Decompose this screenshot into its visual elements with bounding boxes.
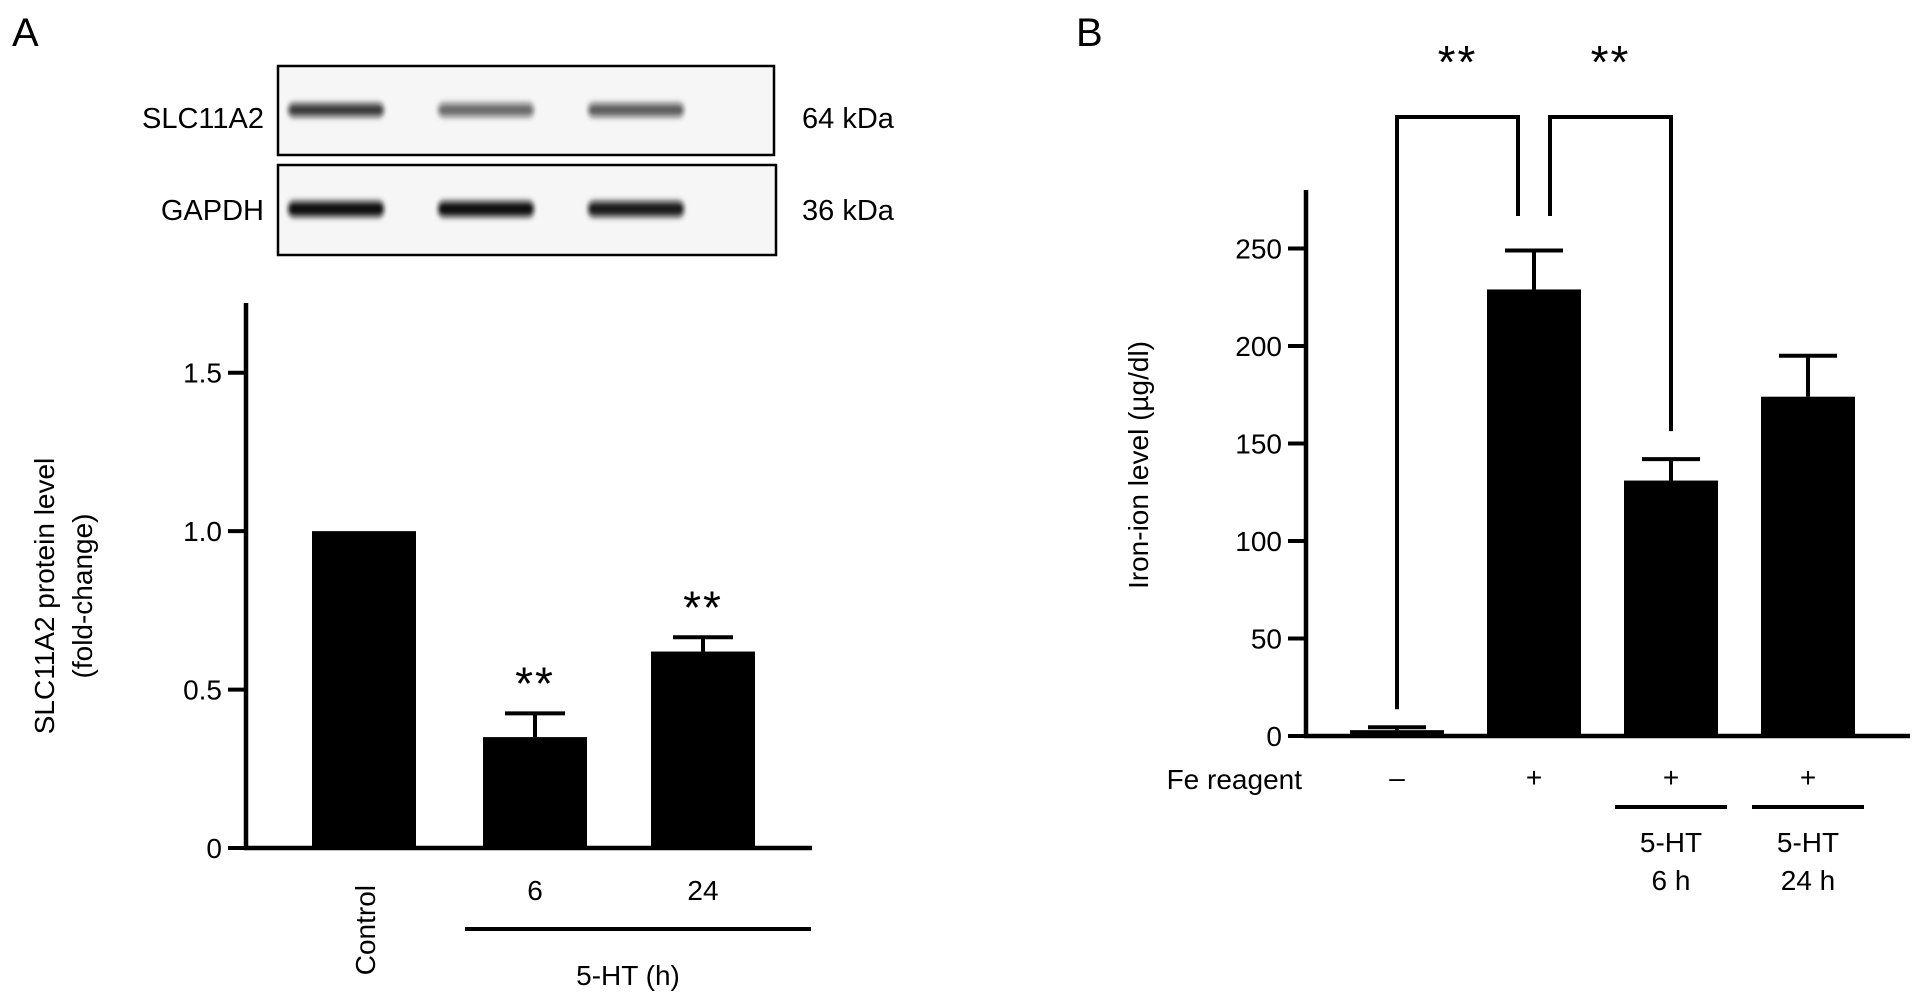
group-label: 5-HT (h) (576, 960, 680, 991)
y-tick-label: 0 (206, 833, 222, 864)
error-bars (505, 635, 733, 738)
bars (1350, 289, 1855, 736)
error-bars (1368, 248, 1837, 731)
fe-reagent-marker: + (1526, 762, 1542, 793)
y-tick-label: 100 (1235, 526, 1282, 557)
treatment-label: 6 h (1652, 865, 1691, 896)
significance-marker: ** (1438, 36, 1478, 88)
blot-band (438, 103, 534, 117)
western-blot: SLC11A2 64 kDa GAPDH 36 kDa (142, 64, 895, 257)
panel-a: A SLC11A2 64 kDa GAPDH 36 kDa 0 0.5 1.0 1.5… (12, 11, 895, 991)
blot-band (588, 103, 684, 117)
bar (651, 651, 755, 848)
bars (312, 531, 755, 848)
fe-reagent-marker: + (1663, 762, 1679, 793)
significance-marker: ** (1591, 36, 1631, 88)
significance-bracket (1395, 115, 1520, 710)
y-axis-label-line-1: SLC11A2 protein level (29, 458, 60, 735)
y-tick-label: 50 (1251, 624, 1282, 655)
blot-band (288, 103, 384, 117)
bar (312, 531, 416, 848)
treatment-label: 24 h (1781, 865, 1836, 896)
blot-protein-label: GAPDH (161, 195, 264, 227)
blot-size-label: 36 kDa (802, 195, 895, 227)
significance-brackets: ** ** (1395, 36, 1673, 710)
blot-row-gapdh: GAPDH 36 kDa (161, 163, 895, 257)
x-tick-label: 6 (527, 875, 543, 906)
y-ticks: 0 50 100 150 200 250 (1235, 234, 1306, 752)
significance-marker: ** (683, 581, 723, 633)
chart-slc11a2-protein-level: 0 0.5 1.0 1.5 ** ** Control 6 24 5-HT (h) SLC1… (29, 303, 812, 991)
bar (1624, 480, 1718, 736)
y-axis-label: Iron-ion level (µg/dl) (1123, 341, 1154, 589)
bar (1487, 289, 1581, 736)
y-tick-label: 250 (1235, 234, 1282, 265)
blot-band (588, 201, 684, 217)
y-tick-label: 1.5 (183, 358, 222, 389)
y-tick-label: 150 (1235, 429, 1282, 460)
panel-b: B 0 50 100 150 200 250 ** ** Fe reagent – + + + 5… (1076, 11, 1910, 896)
bar (483, 737, 587, 848)
fe-reagent-marker: + (1800, 762, 1816, 793)
x-tick-labels: Control 6 24 (350, 875, 719, 975)
y-tick-label: 0.5 (183, 675, 222, 706)
y-tick-label: 1.0 (183, 516, 222, 547)
y-ticks: 0 0.5 1.0 1.5 (183, 358, 246, 864)
x-tick-label: Control (350, 885, 381, 975)
blot-protein-label: SLC11A2 (142, 103, 264, 135)
y-axis-label-line-2: (fold-change) (67, 514, 98, 679)
blot-row-slc11a2: SLC11A2 64 kDa (142, 64, 895, 157)
treatment-label: 5-HT (1640, 827, 1702, 858)
fe-reagent-markers: – + + + (1389, 762, 1816, 793)
x-tick-label: 24 (687, 875, 718, 906)
treatment-labels: 5-HT 6 h 5-HT 24 h (1615, 805, 1864, 896)
bar (1350, 730, 1444, 736)
bar (1761, 396, 1855, 736)
fe-reagent-row-label: Fe reagent (1167, 764, 1303, 795)
y-tick-label: 0 (1266, 721, 1282, 752)
panel-letter-a: A (12, 11, 39, 55)
panel-letter-b: B (1076, 11, 1103, 55)
y-tick-label: 200 (1235, 331, 1282, 362)
fe-reagent-marker: – (1389, 762, 1405, 793)
significance-bracket (1548, 115, 1673, 432)
significance-marker: ** (515, 657, 555, 709)
significance-markers: ** ** (515, 581, 723, 709)
treatment-label: 5-HT (1777, 827, 1839, 858)
blot-size-label: 64 kDa (802, 103, 895, 135)
blot-band (288, 201, 384, 217)
chart-iron-ion-level: 0 50 100 150 200 250 ** ** Fe reagent – + + + 5-H… (1123, 36, 1910, 896)
blot-band (438, 201, 534, 217)
